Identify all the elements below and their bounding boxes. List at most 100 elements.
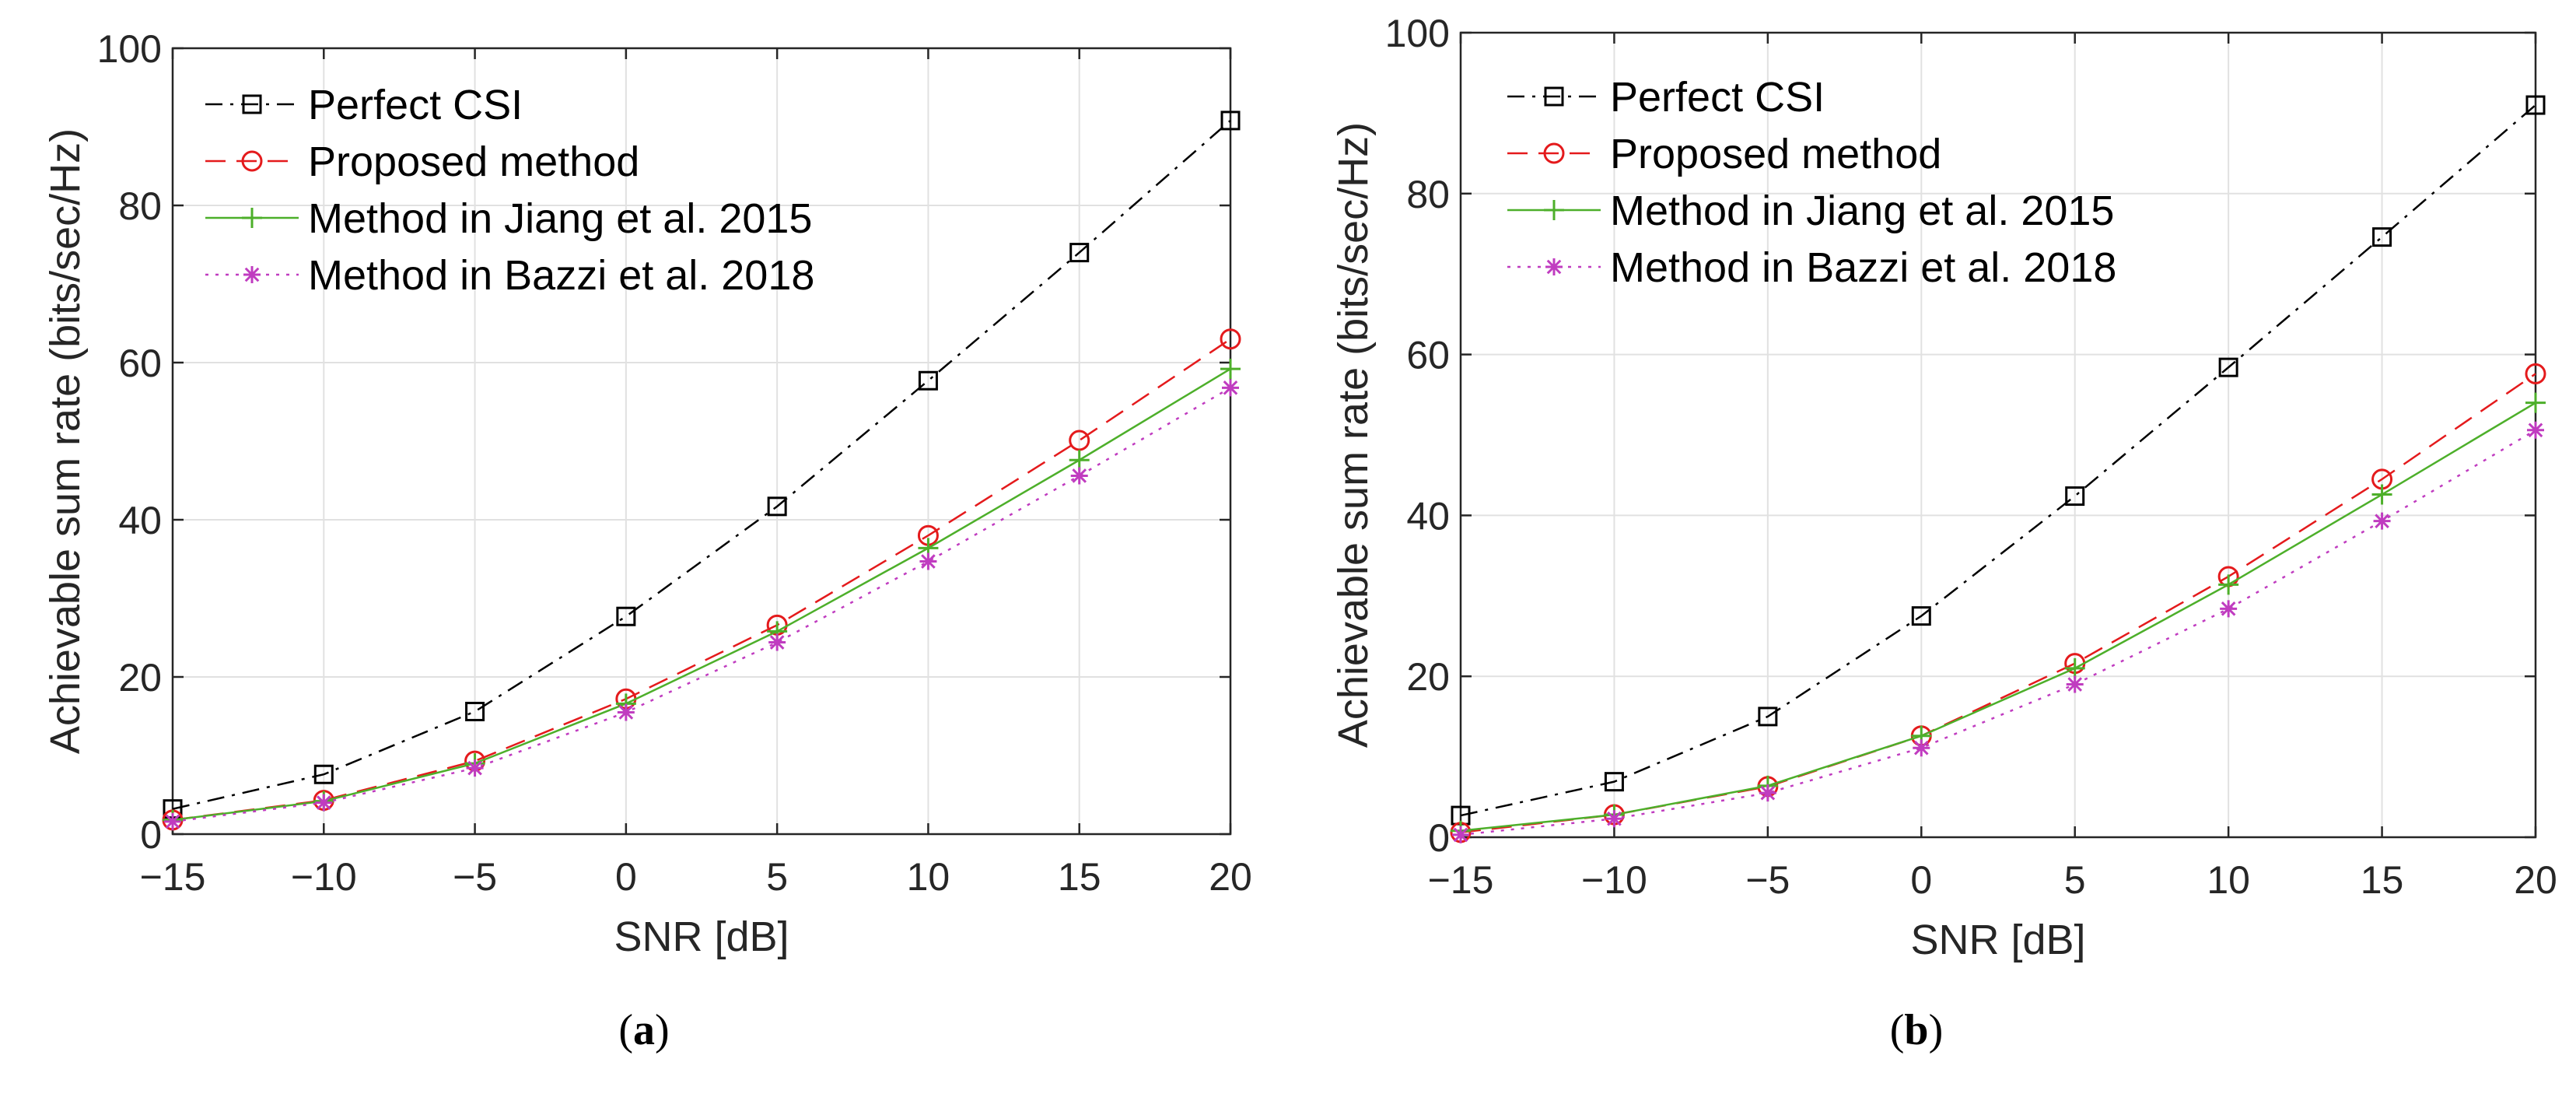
chart-a-legend-label-3: Method in Bazzi et al. 2018 — [308, 252, 814, 299]
chart-b-series-3-point-1 — [1605, 810, 1623, 828]
chart-b-series-0-point-7 — [2525, 95, 2546, 115]
chart-a-svg: −15 −10 −5 0 5 10 15 20 0 20 40 60 80 100 SNR [dB] Achi… — [42, 27, 1252, 960]
chart-b-series-3-point-6 — [2373, 512, 2391, 530]
chart-a-plot-area — [173, 48, 1230, 834]
caption-b: (b) — [1889, 1006, 1944, 1054]
chart-b-xtick-label-6: 15 — [2361, 858, 2404, 902]
chart-b-series-3-point-7 — [2527, 421, 2544, 439]
chart-b-series-2-point-7 — [2525, 392, 2546, 413]
chart-a-series-3-point-1 — [315, 794, 333, 812]
chart-b-xtick-label-5: 10 — [2207, 858, 2250, 902]
chart-b-series-line-1 — [1460, 373, 2536, 834]
chart-b-series-0-point-2 — [1758, 707, 1778, 727]
chart-b-series-0-point-6 — [2372, 227, 2392, 247]
chart-a-xtick-label-4: 5 — [766, 855, 788, 899]
chart-b-series-0-point-1 — [1604, 772, 1624, 792]
chart-b-ytick-label-4: 80 — [1406, 173, 1450, 216]
chart-a-ytick-label-3: 60 — [118, 342, 162, 385]
chart-a-series-3-point-6 — [1070, 467, 1088, 485]
caption-a-label: a — [633, 1006, 655, 1054]
chart-b-series-0-point-3 — [1911, 606, 1931, 626]
chart-b-series-2-point-4 — [2064, 657, 2085, 678]
chart-b-series-3-point-4 — [2066, 675, 2084, 693]
chart-b-legend-label-2: Method in Jiang et al. 2015 — [1610, 188, 2114, 234]
chart-b-plot-area — [1461, 33, 2536, 837]
chart-b-xtick-label-3: 0 — [1910, 858, 1932, 902]
chart-a-legend-marker-0 — [242, 94, 262, 114]
chart-panel-a: −15 −10 −5 0 5 10 15 20 0 20 40 60 80 100 SNR [dB] Achi… — [42, 27, 1252, 1054]
chart-b-series-3-point-0 — [1452, 826, 1469, 843]
chart-a-ytick-label-1: 20 — [118, 656, 162, 700]
chart-b-legend-label-0: Perfect CSI — [1610, 74, 1825, 121]
chart-a-series-line-3 — [172, 387, 1231, 823]
chart-a-legend-marker-3 — [243, 266, 261, 283]
chart-a-series-0-point-4 — [767, 496, 787, 517]
chart-b-series-line-2 — [1460, 401, 2536, 832]
chart-a-series-2-point-7 — [1220, 359, 1241, 380]
chart-b-y-axis-label: Achievable sum rate (bits/sec/Hz) — [1330, 122, 1377, 748]
chart-b-ytick-label-3: 60 — [1406, 334, 1450, 377]
chart-a-xtick-label-3: 0 — [615, 855, 637, 899]
chart-b-legend-marker-1 — [1543, 142, 1565, 164]
chart-b-legend-marker-0 — [1544, 86, 1564, 107]
chart-b-series-0-point-5 — [2218, 357, 2238, 377]
chart-b-ytick-label-2: 40 — [1406, 494, 1450, 538]
chart-panel-b: −15 −10 −5 0 5 10 15 20 0 20 40 60 80 100 SNR [dB] Achi… — [1288, 0, 2576, 1094]
chart-b-legend-label-3: Method in Bazzi et al. 2018 — [1610, 244, 2116, 291]
chart-b-legend-label-1: Proposed method — [1610, 131, 1941, 177]
chart-a-series-3-point-0 — [164, 812, 181, 830]
caption-a: (a) — [618, 1006, 670, 1054]
chart-a-series-0-point-7 — [1220, 110, 1241, 131]
chart-a-series-0-point-2 — [465, 701, 485, 721]
chart-b-svg: −15 −10 −5 0 5 10 15 20 0 20 40 60 80 100 SNR [dB] Achi… — [1330, 12, 2557, 963]
caption-b-label: b — [1904, 1006, 1929, 1054]
chart-a-ytick-label-5: 100 — [97, 27, 162, 71]
chart-b-series-0-point-4 — [2065, 486, 2085, 507]
chart-a-series-1-point-7 — [1220, 328, 1241, 350]
chart-a-series-2-point-6 — [1069, 450, 1090, 471]
chart-a-series-0-point-3 — [616, 606, 636, 626]
chart-a-ytick-label-0: 0 — [140, 813, 162, 857]
chart-a-legend-marker-1 — [241, 150, 263, 172]
chart-b-series-line-0 — [1460, 104, 2536, 817]
chart-a-series-line-2 — [172, 368, 1231, 822]
chart-b-series-3-point-5 — [2220, 600, 2238, 618]
chart-a-axes-frame — [171, 47, 1232, 836]
chart-a-series-3-point-2 — [466, 759, 484, 777]
chart-b-series-2-point-5 — [2218, 574, 2239, 595]
chart-a-series-0-point-6 — [1069, 243, 1090, 263]
chart-b-series-2-point-6 — [2371, 484, 2392, 505]
chart-a-xtick-label-1: −10 — [291, 855, 357, 899]
chart-a-legend-label-0: Perfect CSI — [308, 82, 523, 128]
chart-a-x-axis-label: SNR [dB] — [614, 913, 789, 960]
chart-b-xtick-label-4: 5 — [2064, 858, 2086, 902]
chart-b-xtick-label-0: −15 — [1428, 858, 1494, 902]
chart-a-series-0-point-1 — [313, 764, 334, 784]
chart-a-series-1-point-6 — [1069, 430, 1090, 451]
chart-b-legend-marker-2 — [1544, 200, 1564, 220]
chart-a-xtick-label-6: 15 — [1058, 855, 1101, 899]
chart-a-ytick-label-2: 40 — [118, 499, 162, 542]
chart-b-series-3-point-2 — [1759, 784, 1776, 802]
chart-a-legend-marker-2 — [242, 208, 262, 228]
chart-b-ytick-label-5: 100 — [1385, 12, 1450, 55]
chart-b-ytick-label-0: 0 — [1428, 816, 1450, 860]
chart-b-ytick-label-1: 20 — [1406, 655, 1450, 699]
chart-a-y-axis-label: Achievable sum rate (bits/sec/Hz) — [42, 128, 89, 754]
chart-a-series-3-point-5 — [919, 552, 937, 570]
chart-b-xtick-label-7: 20 — [2514, 858, 2557, 902]
chart-a-legend-label-2: Method in Jiang et al. 2015 — [308, 195, 812, 242]
chart-b-series-1-point-7 — [2525, 363, 2546, 384]
chart-b-series-3-point-3 — [1913, 739, 1930, 757]
chart-a-series-3-point-4 — [768, 633, 786, 651]
chart-a-xtick-label-0: −15 — [140, 855, 206, 899]
chart-a-series-3-point-7 — [1222, 379, 1239, 397]
chart-a-series-3-point-3 — [617, 703, 635, 721]
chart-b-xtick-label-2: −5 — [1745, 858, 1790, 902]
chart-a-ytick-label-4: 80 — [118, 184, 162, 228]
chart-a-xtick-label-5: 10 — [907, 855, 950, 899]
chart-b-legend-marker-3 — [1545, 258, 1563, 275]
chart-a-xtick-label-2: −5 — [453, 855, 497, 899]
chart-a-xtick-label-7: 20 — [1209, 855, 1252, 899]
chart-b-xtick-label-1: −10 — [1581, 858, 1647, 902]
